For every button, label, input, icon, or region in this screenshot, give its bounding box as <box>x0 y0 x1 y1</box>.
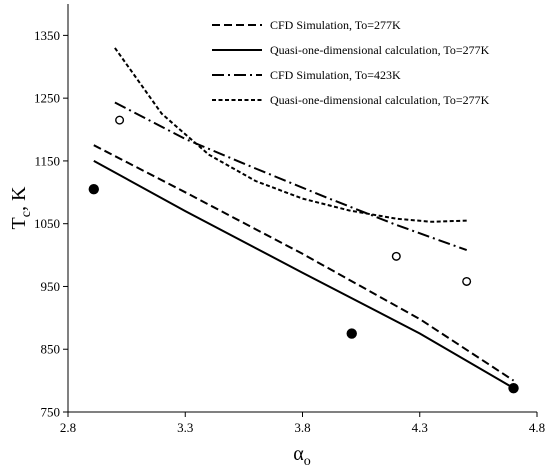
legend-label: CFD Simulation, To=277K <box>270 18 401 32</box>
x-axis-title-main: α <box>293 443 304 465</box>
ticks: 2.8 3.3 3.8 4.3 4.8 750 850 950 1050 1150 1250 1350 <box>34 28 545 435</box>
x-tick-label: 2.8 <box>60 420 76 435</box>
y-axis-title-sub: c <box>19 211 34 217</box>
y-axis-title-unit: , K <box>8 186 30 211</box>
marker-open <box>391 251 401 261</box>
marker-open <box>115 115 125 125</box>
marker-open <box>462 276 472 286</box>
y-tick-label: 1350 <box>34 28 60 43</box>
y-tick-label: 850 <box>41 342 61 357</box>
y-axis-title-main: T <box>8 217 30 229</box>
legend-label: Quasi-one-dimensional calculation, To=27… <box>270 93 490 107</box>
marker-filled <box>88 183 99 195</box>
x-axis-title-sub: o <box>304 454 311 468</box>
marker-filled <box>346 328 357 339</box>
legend-label: Quasi-one-dimensional calculation, To=27… <box>270 43 490 57</box>
plot-lines <box>93 47 515 389</box>
x-tick-label: 4.3 <box>412 420 428 435</box>
series-line-1 <box>93 144 515 382</box>
legend: CFD Simulation, To=277K Quasi-one-dimensi… <box>212 18 490 107</box>
legend-label: CFD Simulation, To=423K <box>270 68 401 82</box>
y-tick-label: 1150 <box>34 153 60 168</box>
series-line-3 <box>114 101 468 252</box>
y-axis-title: Tc, K <box>8 186 34 229</box>
series-line-4 <box>114 47 467 223</box>
plot-markers <box>88 115 519 394</box>
series-line-2 <box>93 160 515 389</box>
x-tick-label: 4.8 <box>529 420 545 435</box>
x-tick-label: 3.8 <box>294 420 310 435</box>
marker-filled <box>508 382 519 394</box>
y-tick-label: 1250 <box>34 91 60 106</box>
y-tick-label: 750 <box>41 405 61 420</box>
x-tick-label: 3.3 <box>177 420 193 435</box>
x-axis-title: αo <box>293 443 310 468</box>
y-tick-label: 1050 <box>34 216 60 231</box>
y-tick-label: 950 <box>41 279 61 294</box>
